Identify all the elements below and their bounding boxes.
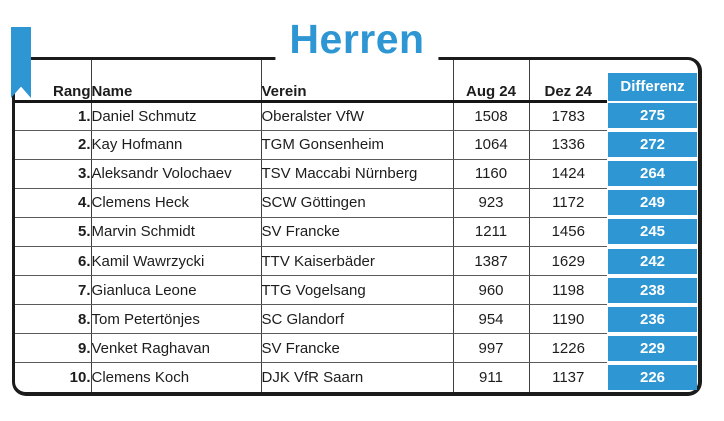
differenz-badge: 245: [608, 219, 697, 245]
table-row: 7. Gianluca Leone TTG Vogelsang 960 1198…: [15, 275, 698, 306]
name-cell: Kay Hofmann: [91, 130, 262, 160]
table-row: 3. Aleksandr Volochaev TSV Maccabi Nürnb…: [15, 159, 698, 189]
differenz-cell: 275: [607, 101, 698, 130]
differenz-badge: 238: [608, 277, 697, 303]
rank-cell: 5.: [15, 217, 92, 247]
verein-cell: TTG Vogelsang: [261, 275, 454, 306]
rank-cell: 9.: [15, 333, 92, 364]
differenz-cell: 245: [607, 217, 698, 246]
dez24-cell: 1137: [552, 369, 585, 387]
differenz-badge: 275: [608, 103, 697, 129]
aug24-cell: 960: [453, 275, 530, 306]
ranking-table: Rang Name Verein Aug 24 Dez 24 Differenz…: [15, 60, 698, 392]
verein-cell: TTV Kaiserbäder: [261, 246, 454, 277]
differenz-cell: 229: [607, 334, 698, 363]
dez24-cell: 1424: [529, 159, 607, 189]
verein-cell: Oberalster VfW: [261, 101, 454, 131]
verein-cell: SV Francke: [261, 333, 454, 364]
differenz-badge: 236: [608, 306, 697, 332]
differenz-badge: 242: [608, 248, 697, 274]
dez24-cell: 1456: [529, 217, 607, 247]
verein-cell: TGM Gonsenheim: [261, 130, 454, 160]
table-row: 8. Tom Petertönjes SC Glandorf 954 1190 …: [15, 304, 698, 335]
name-cell: Kamil Wawrzycki: [91, 246, 262, 277]
differenz-cell: 272: [607, 130, 698, 159]
differenz-cell: 236: [607, 305, 698, 334]
aug24-cell: 1211: [453, 217, 530, 247]
differenz-badge: 229: [608, 335, 697, 361]
bookmark-ribbon-icon: [11, 27, 31, 98]
table-row: 5. Marvin Schmidt SV Francke 1211 1456 2…: [15, 217, 698, 247]
header-row: Rang Name Verein Aug 24 Dez 24 Differenz: [15, 60, 698, 103]
differenz-cell: 264: [607, 159, 698, 188]
dez24-cell: 1629: [529, 246, 607, 277]
differenz-badge: 226: [608, 365, 697, 390]
dez24-cell: 1226: [529, 333, 607, 364]
rank-cell: 1.: [15, 101, 92, 131]
aug24-cell: 923: [453, 188, 530, 218]
differenz-badge: 264: [608, 161, 697, 187]
differenz-header-badge: Differenz: [608, 73, 697, 101]
verein-cell: SV Francke: [261, 217, 454, 247]
column-header-verein: Verein: [261, 60, 454, 103]
dez24-cell: 1190: [529, 304, 607, 335]
rank-cell: 10.: [15, 362, 92, 392]
aug24-cell: 954: [453, 304, 530, 335]
name-cell: Gianluca Leone: [91, 275, 262, 306]
column-header-aug24: Aug 24: [453, 60, 530, 103]
table-row: 2. Kay Hofmann TGM Gonsenheim 1064 1336 …: [15, 130, 698, 160]
verein-cell: SCW Göttingen: [261, 188, 454, 218]
differenz-cell: 249: [607, 188, 698, 217]
table-row: 1. Daniel Schmutz Oberalster VfW 1508 17…: [15, 101, 698, 131]
aug24-cell: 997: [453, 333, 530, 364]
verein-cell: TSV Maccabi Nürnberg: [261, 159, 454, 189]
rank-cell: 6.: [15, 246, 92, 277]
column-header-differenz: Differenz: [607, 60, 698, 101]
verein-cell: SC Glandorf: [261, 304, 454, 335]
name-cell: Daniel Schmutz: [91, 101, 262, 131]
aug24-cell: 911: [453, 362, 530, 392]
rank-cell: 3.: [15, 159, 92, 189]
table-row: 6. Kamil Wawrzycki TTV Kaiserbäder 1387 …: [15, 246, 698, 277]
name-cell: Tom Petertönjes: [91, 304, 262, 335]
differenz-cell: 238: [607, 276, 698, 305]
dez24-cell: 1336: [529, 130, 607, 160]
page-title: Herren: [275, 16, 439, 62]
differenz-badge: 272: [608, 132, 697, 158]
rank-cell: 8.: [15, 304, 92, 335]
aug24-cell: 1064: [453, 130, 530, 160]
name-cell: Clemens Koch: [91, 362, 262, 392]
table-frame: Rang Name Verein Aug 24 Dez 24 Differenz…: [12, 57, 702, 396]
name-cell: Venket Raghavan: [91, 333, 262, 364]
aug24-cell: 1508: [453, 101, 530, 131]
differenz-cell: 242: [607, 246, 698, 275]
rank-cell: 4.: [15, 188, 92, 218]
verein-cell: DJK VfR Saarn: [261, 362, 454, 392]
table-row: 4. Clemens Heck SCW Göttingen 923 1172 2…: [15, 188, 698, 218]
name-cell: Clemens Heck: [91, 188, 262, 218]
column-header-dez24: Dez 24: [529, 60, 607, 103]
dez24-cell: 1172: [529, 188, 607, 218]
aug24-cell: 1160: [453, 159, 530, 189]
column-header-name: Name: [91, 60, 262, 103]
dez24-cell: 1783: [529, 101, 607, 131]
name-cell: Aleksandr Volochaev: [91, 159, 262, 189]
aug24-cell: 1387: [453, 246, 530, 277]
rank-cell: 2.: [15, 130, 92, 160]
dez24-cell: 1198: [529, 275, 607, 306]
differenz-cell: 226: [607, 363, 698, 392]
differenz-badge: 249: [608, 190, 697, 216]
table-row: 10. Clemens Koch DJK VfR Saarn 911 1137 …: [15, 362, 698, 392]
rank-cell: 7.: [15, 275, 92, 306]
table-row: 9. Venket Raghavan SV Francke 997 1226 2…: [15, 333, 698, 364]
name-cell: Marvin Schmidt: [91, 217, 262, 247]
